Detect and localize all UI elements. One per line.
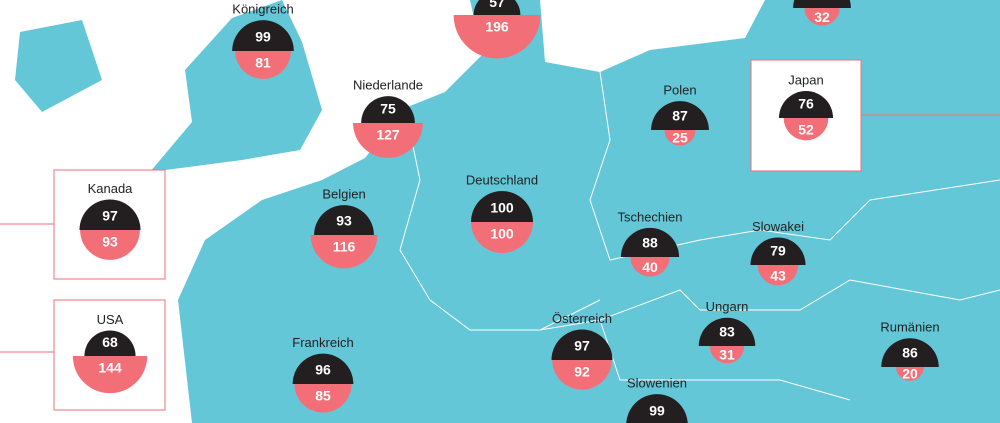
- value-top: 97: [574, 338, 590, 354]
- country-label: Frankreich: [292, 335, 353, 350]
- value-bottom: 52: [798, 122, 814, 138]
- country-label: Kanada: [88, 181, 134, 196]
- value-bottom: 100: [490, 226, 514, 242]
- value-top: 57: [489, 0, 505, 10]
- bottom-half: [310, 235, 378, 269]
- top-half: [881, 338, 939, 367]
- value-top: 68: [102, 334, 118, 350]
- country-label: Österreich: [552, 311, 612, 326]
- value-top: 100: [490, 200, 514, 216]
- baltic-sea: [540, 0, 765, 72]
- bottom-half: [471, 222, 533, 253]
- value-bottom: 127: [376, 127, 400, 143]
- country-label: Vereinigtes: [231, 0, 296, 1]
- country-label: Niederlande: [353, 78, 423, 93]
- value-bottom: 81: [255, 55, 271, 71]
- bottom-half: [552, 360, 612, 390]
- top-half: [232, 20, 294, 51]
- top-half: [620, 227, 680, 257]
- value-bottom: 20: [902, 366, 918, 382]
- value-bottom: 32: [814, 9, 830, 25]
- bottom-half: [630, 257, 670, 277]
- top-half: [626, 394, 688, 423]
- top-half: [84, 330, 136, 356]
- value-top: 93: [336, 213, 352, 229]
- value-bottom: 93: [102, 234, 118, 250]
- bottom-half: [294, 384, 352, 413]
- bottom-half: [353, 123, 423, 158]
- bottom-half: [896, 367, 924, 381]
- value-bottom: 116: [333, 239, 356, 255]
- value-top: 99: [255, 29, 271, 45]
- top-half: [778, 91, 834, 118]
- value-bottom: 31: [719, 347, 735, 363]
- bottom-half: [783, 118, 829, 141]
- bottom-half: [664, 130, 696, 146]
- value-top: 76: [798, 96, 814, 112]
- country-label: Tschechien: [617, 209, 682, 224]
- top-half: [793, 0, 851, 8]
- value-bottom: 43: [770, 267, 786, 283]
- top-half: [314, 205, 374, 235]
- country-label: Slowenien: [627, 376, 687, 391]
- country-label: Deutschland: [466, 172, 538, 187]
- value-bottom: 144: [98, 360, 122, 376]
- top-half: [651, 101, 709, 130]
- bottom-half: [235, 51, 291, 79]
- value-top: 88: [642, 235, 658, 251]
- value-top: 83: [719, 324, 735, 340]
- value-top: 96: [315, 362, 331, 378]
- country-label: Polen: [663, 83, 696, 98]
- value-top: 99: [649, 403, 665, 419]
- value-top: 87: [814, 0, 830, 2]
- bottom-half: [757, 265, 799, 286]
- country-label: Belgien: [322, 187, 365, 202]
- top-half: [79, 199, 141, 230]
- top-half: [551, 329, 613, 360]
- top-half: [471, 191, 533, 222]
- value-bottom: 25: [672, 130, 688, 146]
- value-top: 75: [380, 101, 396, 117]
- value-top: 86: [902, 345, 918, 361]
- country-label: Slowakei: [752, 219, 804, 234]
- country-label: Ungarn: [706, 299, 749, 314]
- value-bottom: 196: [485, 19, 509, 35]
- country-label: USA: [97, 312, 124, 327]
- country-label: Königreich: [232, 2, 293, 17]
- top-half: [473, 0, 521, 15]
- top-half: [698, 317, 756, 346]
- bottom-half: [709, 346, 745, 364]
- country-label: Rumänien: [880, 320, 939, 335]
- top-half: [750, 237, 806, 265]
- value-top: 79: [770, 243, 786, 259]
- ireland: [15, 20, 102, 112]
- value-top: 87: [672, 108, 688, 124]
- bottom-half: [804, 8, 840, 26]
- bottom-half: [80, 230, 140, 260]
- value-bottom: 92: [574, 364, 590, 380]
- top-half: [292, 353, 354, 384]
- top-half: [361, 96, 415, 123]
- bottom-half: [72, 356, 148, 394]
- country-label: Japan: [788, 72, 823, 87]
- bottom-half: [453, 15, 541, 59]
- value-bottom: 40: [642, 259, 658, 275]
- value-bottom: 85: [315, 388, 331, 404]
- value-top: 97: [102, 208, 118, 224]
